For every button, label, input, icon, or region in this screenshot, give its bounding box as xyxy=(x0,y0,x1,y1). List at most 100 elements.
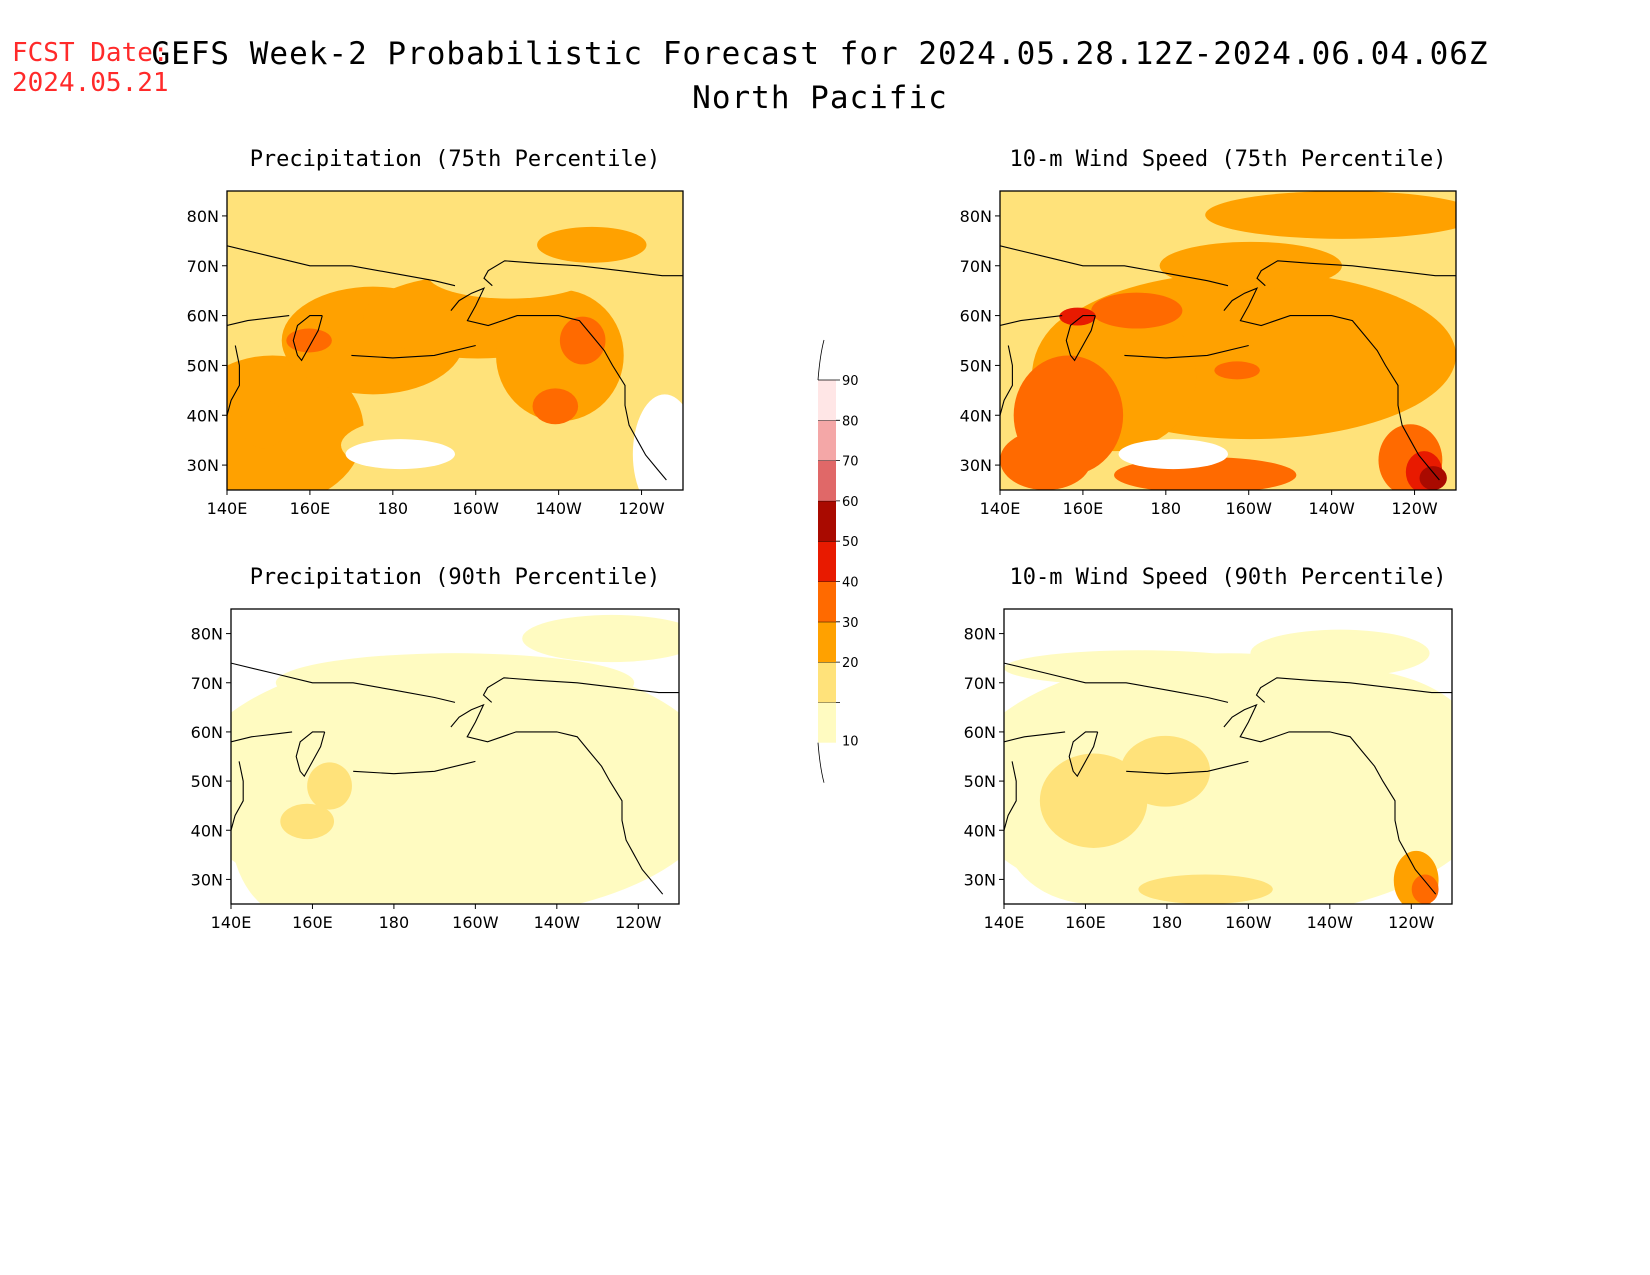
panel-frame xyxy=(230,608,680,905)
coastline xyxy=(227,245,456,287)
x-tick-label: 140W xyxy=(535,499,582,518)
title-line-1: GEFS Week-2 Probabilistic Forecast for 2… xyxy=(151,36,1489,72)
figure-title: GEFS Week-2 Probabilistic Forecast for 2… xyxy=(150,32,1490,120)
x-tick-label: 120W xyxy=(1391,499,1438,518)
colorbar-label: 10 xyxy=(842,735,859,750)
y-tick-label: 80N xyxy=(960,207,992,226)
colorbar-swatch xyxy=(818,621,836,663)
y-tick-label: 50N xyxy=(187,356,219,375)
x-tick-label: 140W xyxy=(1308,499,1355,518)
colorbar-label: 90 xyxy=(842,374,859,389)
shaded-region xyxy=(1039,753,1148,848)
y-tick-label: 40N xyxy=(964,821,996,840)
shaded-region xyxy=(1411,874,1439,904)
shaded-region xyxy=(275,682,366,713)
y-tick-label: 80N xyxy=(191,625,223,644)
fcst-date-text: 2024.05.21 xyxy=(12,68,169,98)
shaded-region xyxy=(307,762,352,810)
x-tick-label: 180 xyxy=(1152,913,1183,932)
coastline xyxy=(1124,344,1249,359)
y-tick-label: 60N xyxy=(191,723,223,742)
x-tick-label: 140E xyxy=(211,913,252,932)
shaded-region xyxy=(559,316,606,365)
field-shading xyxy=(231,609,679,904)
panel-frame xyxy=(999,190,1457,491)
coastline xyxy=(1068,731,1099,778)
coastline xyxy=(295,731,326,778)
y-tick-label: 60N xyxy=(964,723,996,742)
coastline xyxy=(227,315,290,327)
y-tick-label: 50N xyxy=(191,772,223,791)
coastline xyxy=(231,761,244,831)
shaded-region xyxy=(1004,650,1273,686)
shaded-region xyxy=(537,226,647,263)
y-tick-label: 60N xyxy=(960,307,992,326)
x-tick-label: 140W xyxy=(1307,913,1354,932)
shaded-region xyxy=(1000,430,1092,490)
coastline xyxy=(353,760,476,775)
colorbar-swatch xyxy=(818,380,836,421)
y-tick-label: 40N xyxy=(960,406,992,425)
panel-frame xyxy=(226,190,684,491)
shaded-region xyxy=(1419,466,1447,490)
shaded-region xyxy=(1214,361,1260,380)
y-tick-label: 70N xyxy=(964,674,996,693)
y-tick-label: 80N xyxy=(964,625,996,644)
coastline xyxy=(1223,287,1440,481)
y-tick-label: 40N xyxy=(187,406,219,425)
colorbar-swatch xyxy=(818,420,836,461)
x-tick-label: 140W xyxy=(534,913,581,932)
x-tick-label: 160E xyxy=(1063,499,1104,518)
colorbar-label: 80 xyxy=(842,414,859,429)
coastline xyxy=(1000,345,1013,416)
clear-region xyxy=(1118,439,1228,470)
shaded-region xyxy=(286,328,332,353)
coastline xyxy=(450,703,664,895)
colorbar-label: 70 xyxy=(842,455,859,470)
clear-region xyxy=(632,394,683,490)
coastline xyxy=(227,345,240,416)
colorbar-label: 50 xyxy=(842,535,859,550)
y-tick-label: 40N xyxy=(191,821,223,840)
coastline xyxy=(1256,260,1456,287)
x-tick-label: 160W xyxy=(1226,499,1273,518)
coastline xyxy=(1255,677,1452,703)
shaded-region xyxy=(227,355,364,490)
field-shading xyxy=(1000,191,1456,490)
x-tick-label: 160W xyxy=(1225,913,1272,932)
x-tick-label: 140E xyxy=(984,913,1025,932)
x-tick-label: 140E xyxy=(980,499,1021,518)
panel-title: 10-m Wind Speed (90th Percentile) xyxy=(1009,565,1446,590)
coastline xyxy=(483,260,683,287)
colorbar-label: 20 xyxy=(842,656,859,671)
shaded-region xyxy=(522,614,679,663)
colorbar: 10 20 30 40 50 60 70 80 90 xyxy=(817,339,859,783)
shaded-region xyxy=(410,682,679,801)
y-tick-label: 30N xyxy=(187,456,219,475)
field-shading xyxy=(1004,609,1452,904)
map-panel-precip-90: Precipitation (90th Percentile) 140E 160E 1… xyxy=(191,565,680,932)
coastline xyxy=(1223,703,1437,895)
shaded-region xyxy=(280,803,335,840)
x-tick-label: 120W xyxy=(618,499,665,518)
shaded-region xyxy=(1091,292,1183,329)
panel-title: 10-m Wind Speed (75th Percentile) xyxy=(1009,147,1446,172)
fcst-label-text: FCST Date: xyxy=(12,38,169,68)
coastline xyxy=(351,344,476,359)
x-tick-label: 120W xyxy=(1388,913,1435,932)
shaded-region xyxy=(1205,668,1452,816)
coastline xyxy=(1004,761,1017,831)
shaded-region xyxy=(427,250,592,299)
coastline xyxy=(1126,760,1249,775)
y-tick-label: 50N xyxy=(964,772,996,791)
panel-title: Precipitation (90th Percentile) xyxy=(250,565,661,590)
y-tick-label: 50N xyxy=(960,356,992,375)
panel-title: Precipitation (75th Percentile) xyxy=(250,147,661,172)
x-tick-label: 180 xyxy=(379,913,410,932)
colorbar-swatch xyxy=(818,460,836,501)
map-panel-precip-75: Precipitation (75th Percentile) 140E 160E 1… xyxy=(187,147,684,518)
y-tick-label: 70N xyxy=(191,674,223,693)
colorbar-swatch xyxy=(818,541,836,582)
x-tick-label: 160W xyxy=(453,499,500,518)
coastline xyxy=(1000,245,1229,287)
